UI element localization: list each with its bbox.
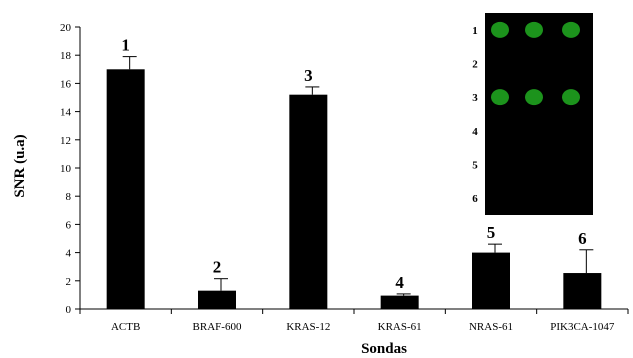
bar — [106, 69, 145, 309]
y-tick-label: 4 — [66, 248, 72, 260]
y-axis-title: SNR (u.a) — [12, 134, 28, 197]
x-tick-label: KRAS-61 — [378, 321, 422, 333]
bar-number-label: 4 — [395, 273, 404, 292]
inset-spot — [562, 89, 580, 106]
bar-number-label: 5 — [487, 223, 496, 242]
y-tick-label: 18 — [60, 50, 72, 62]
inset-row-label: 3 — [472, 92, 478, 104]
inset-row-label: 4 — [472, 126, 478, 138]
bar-number-label: 6 — [578, 229, 587, 248]
bar — [198, 290, 236, 309]
x-axis: ACTB BRAF-600 KRAS-12 KRAS-61 NRAS-61 PIK3CA-… — [79, 308, 629, 333]
y-tick-label: 8 — [66, 191, 72, 203]
bar — [563, 273, 602, 309]
y-tick-label: 14 — [60, 107, 72, 119]
inset-image — [485, 13, 593, 215]
x-tick-label: BRAF-600 — [193, 321, 242, 333]
inset-spot — [491, 21, 509, 38]
y-tick-label: 20 — [60, 22, 72, 34]
x-tick-label: NRAS-61 — [469, 321, 513, 333]
inset-spot — [562, 21, 580, 38]
inset-row-label: 1 — [472, 25, 478, 37]
inset-spot — [525, 21, 543, 38]
bar-number-label: 3 — [304, 66, 313, 85]
y-tick-label: 6 — [66, 219, 72, 231]
bar — [289, 94, 328, 310]
inset-row-label: 2 — [472, 59, 478, 71]
bar-number-label: 1 — [121, 36, 130, 55]
y-tick-label: 10 — [60, 163, 72, 175]
inset-spot — [525, 89, 543, 106]
bars-group: 1 2 3 4 5 6 — [106, 36, 602, 310]
y-tick-label: 0 — [66, 304, 72, 316]
x-tick-label: KRAS-12 — [286, 321, 330, 333]
y-tick-label: 2 — [66, 276, 72, 288]
y-tick-label: 16 — [60, 78, 72, 90]
bar — [380, 295, 419, 309]
x-axis-title: Sondas — [361, 341, 407, 357]
y-tick-label: 12 — [60, 135, 71, 147]
y-axis: 0 2 4 6 8 10 12 14 16 18 20 — [60, 22, 81, 316]
inset-spot — [491, 89, 509, 106]
microarray-inset: 1 2 3 4 5 6 — [472, 13, 593, 215]
x-tick-label: PIK3CA-1047 — [550, 321, 615, 333]
bar — [472, 252, 510, 309]
x-tick-label: ACTB — [111, 321, 140, 333]
inset-row-label: 6 — [472, 193, 478, 205]
bar-number-label: 2 — [213, 258, 222, 277]
inset-row-label: 5 — [472, 160, 478, 172]
